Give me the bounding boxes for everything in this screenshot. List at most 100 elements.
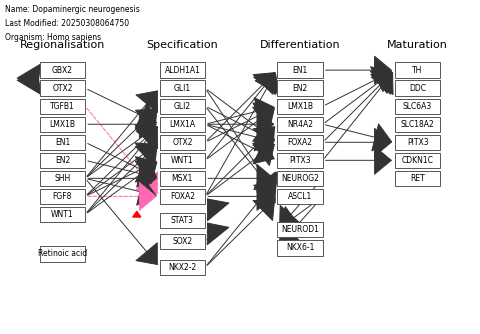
FancyBboxPatch shape (395, 171, 441, 186)
FancyArrowPatch shape (325, 56, 391, 84)
FancyBboxPatch shape (39, 153, 85, 168)
FancyBboxPatch shape (277, 135, 323, 150)
FancyBboxPatch shape (39, 117, 85, 132)
Text: GLI1: GLI1 (174, 84, 191, 93)
FancyBboxPatch shape (159, 117, 205, 132)
Text: FOXA2: FOXA2 (288, 138, 312, 147)
FancyBboxPatch shape (39, 171, 85, 186)
FancyBboxPatch shape (159, 80, 205, 96)
FancyArrowPatch shape (87, 161, 157, 213)
Text: GLI2: GLI2 (174, 102, 191, 111)
FancyBboxPatch shape (159, 135, 205, 150)
FancyArrowPatch shape (208, 164, 274, 192)
FancyArrowPatch shape (207, 109, 276, 194)
FancyArrowPatch shape (208, 124, 274, 151)
FancyArrowPatch shape (88, 144, 156, 182)
Text: SOX2: SOX2 (172, 237, 192, 246)
FancyBboxPatch shape (395, 117, 441, 132)
Text: NKX6-1: NKX6-1 (286, 243, 314, 252)
FancyBboxPatch shape (39, 135, 85, 150)
FancyArrowPatch shape (87, 108, 157, 194)
FancyBboxPatch shape (395, 80, 441, 96)
FancyBboxPatch shape (159, 234, 205, 249)
FancyArrowPatch shape (206, 73, 279, 194)
FancyBboxPatch shape (159, 171, 205, 186)
FancyArrowPatch shape (325, 71, 392, 123)
FancyArrowPatch shape (87, 91, 157, 176)
FancyArrowPatch shape (87, 127, 157, 194)
Text: CDKN1C: CDKN1C (402, 156, 433, 165)
Text: WNT1: WNT1 (171, 156, 194, 165)
FancyBboxPatch shape (277, 117, 323, 132)
FancyBboxPatch shape (159, 62, 205, 78)
Text: Organism: Homo sapiens: Organism: Homo sapiens (5, 33, 101, 42)
FancyArrowPatch shape (17, 73, 41, 95)
Text: FGF8: FGF8 (53, 192, 72, 201)
Text: NKX2-2: NKX2-2 (168, 263, 196, 272)
FancyBboxPatch shape (277, 153, 323, 168)
FancyArrowPatch shape (88, 110, 156, 138)
FancyArrowPatch shape (87, 127, 157, 212)
FancyArrowPatch shape (87, 109, 157, 176)
Text: EN2: EN2 (55, 156, 70, 165)
Text: RET: RET (410, 174, 425, 183)
Text: GBX2: GBX2 (52, 66, 73, 74)
Text: MSX1: MSX1 (172, 174, 193, 183)
FancyBboxPatch shape (395, 99, 441, 114)
FancyBboxPatch shape (39, 189, 85, 204)
Text: ASCL1: ASCL1 (288, 192, 312, 201)
FancyArrowPatch shape (325, 73, 392, 140)
FancyBboxPatch shape (277, 80, 323, 96)
Text: LMX1A: LMX1A (169, 120, 195, 129)
Polygon shape (133, 211, 141, 217)
FancyBboxPatch shape (277, 99, 323, 114)
FancyBboxPatch shape (39, 80, 85, 96)
Text: SLC6A3: SLC6A3 (403, 102, 432, 111)
FancyArrowPatch shape (88, 157, 156, 195)
Text: LMX1B: LMX1B (49, 120, 75, 129)
FancyArrowPatch shape (17, 64, 41, 85)
FancyArrowPatch shape (88, 182, 156, 210)
FancyArrowPatch shape (207, 107, 275, 159)
Text: OTX2: OTX2 (172, 138, 192, 147)
Text: STAT3: STAT3 (171, 216, 194, 225)
FancyBboxPatch shape (277, 189, 323, 204)
FancyArrowPatch shape (207, 181, 275, 265)
Text: Regionalisation: Regionalisation (20, 40, 105, 50)
FancyBboxPatch shape (277, 171, 323, 186)
FancyBboxPatch shape (39, 99, 85, 114)
FancyArrowPatch shape (324, 73, 393, 158)
FancyArrowPatch shape (279, 198, 321, 245)
FancyBboxPatch shape (39, 207, 85, 222)
FancyArrowPatch shape (88, 160, 156, 187)
FancyArrowPatch shape (325, 67, 392, 105)
Text: ALDH1A1: ALDH1A1 (165, 66, 200, 74)
FancyBboxPatch shape (277, 240, 323, 256)
Text: NEUROD1: NEUROD1 (281, 225, 319, 234)
FancyArrowPatch shape (325, 124, 391, 151)
FancyArrowPatch shape (208, 98, 274, 125)
Text: PITX3: PITX3 (289, 156, 311, 165)
Text: EN1: EN1 (55, 138, 70, 147)
FancyArrowPatch shape (280, 198, 321, 229)
FancyBboxPatch shape (39, 246, 85, 262)
FancyArrowPatch shape (325, 128, 391, 156)
FancyArrowPatch shape (208, 108, 274, 146)
FancyArrowPatch shape (208, 182, 274, 210)
FancyArrowPatch shape (207, 73, 276, 158)
Text: Specification: Specification (146, 40, 218, 50)
FancyArrowPatch shape (207, 199, 275, 265)
Text: FOXA2: FOXA2 (170, 192, 195, 201)
FancyBboxPatch shape (159, 153, 205, 168)
FancyBboxPatch shape (159, 189, 205, 204)
FancyArrowPatch shape (88, 164, 156, 192)
FancyArrowPatch shape (87, 180, 157, 265)
Text: Last Modified: 20250308064750: Last Modified: 20250308064750 (5, 19, 129, 28)
Text: Retinoic acid: Retinoic acid (38, 249, 87, 258)
Text: WNT1: WNT1 (51, 210, 74, 219)
FancyBboxPatch shape (395, 62, 441, 78)
Text: EN2: EN2 (292, 84, 308, 93)
FancyBboxPatch shape (277, 62, 323, 78)
FancyBboxPatch shape (395, 153, 441, 168)
FancyBboxPatch shape (39, 62, 85, 78)
